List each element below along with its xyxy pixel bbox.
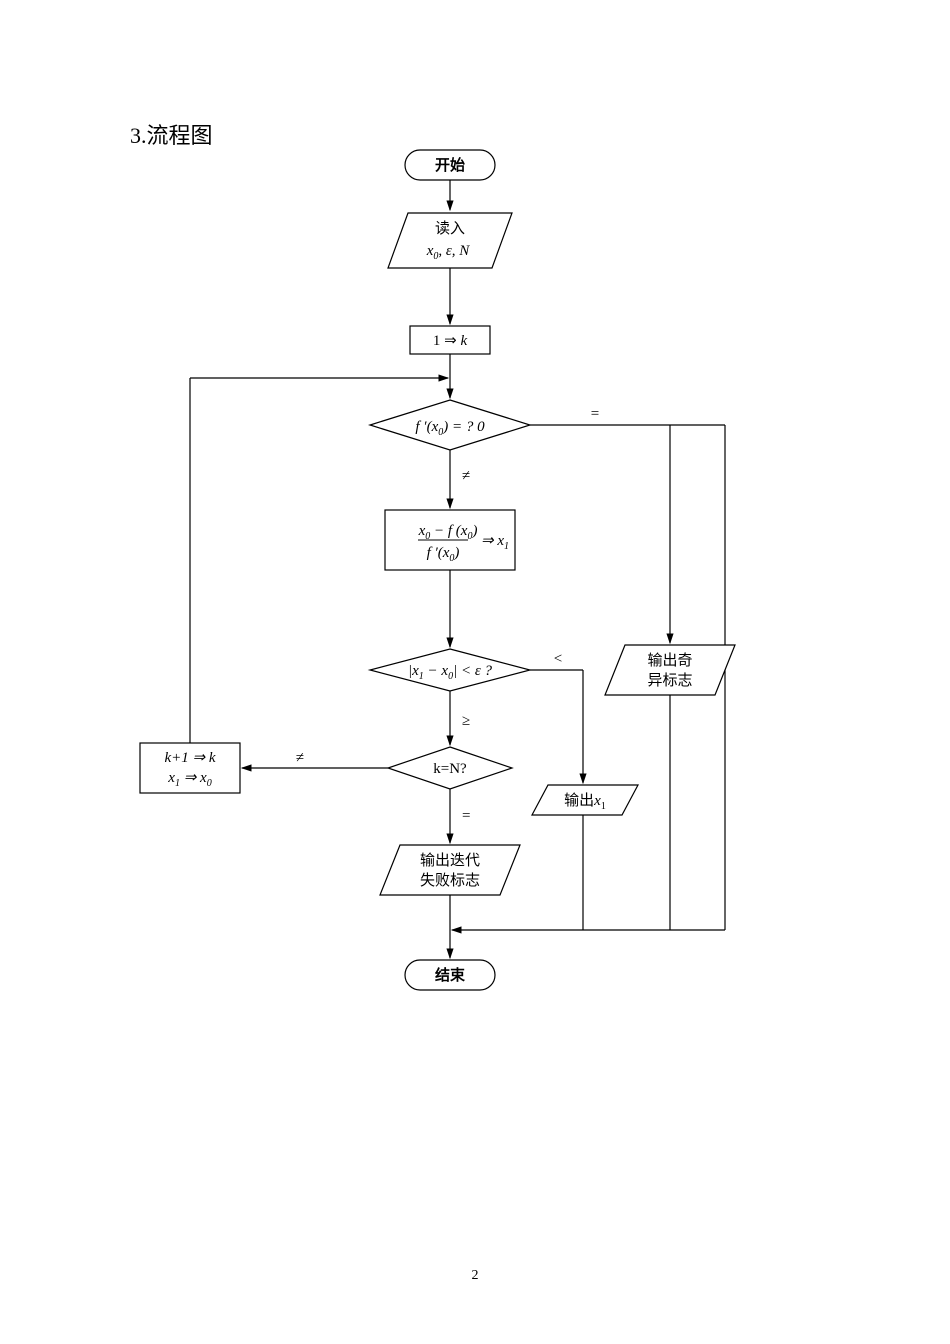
edge-label-k-eq: = <box>462 808 470 824</box>
node-deriv-test: f ′(x0) = ? 0 <box>370 400 530 450</box>
page-number: 2 <box>0 1268 950 1284</box>
node-newton: x0 − f (x0) f ′(x0) ⇒ x1 <box>385 510 515 570</box>
update-label-1: k+1 ⇒ k <box>164 750 215 766</box>
edge-label-ne: ≠ <box>462 468 470 484</box>
node-out-fail: 输出迭代 失败标志 <box>380 845 520 895</box>
init-label: 1 ⇒ k <box>433 333 468 349</box>
node-update: k+1 ⇒ k x1 ⇒ x0 <box>140 743 240 793</box>
out-fail-label-2: 失败标志 <box>420 872 480 889</box>
node-input: 读入 x0, ε, N <box>388 213 512 268</box>
node-conv-test: |x1 − x0| < ε ? <box>370 649 530 691</box>
node-out-x1: 输出x1 <box>532 785 638 815</box>
end-label: 结束 <box>435 966 466 984</box>
edge-label-eq: = <box>591 406 599 422</box>
out-fail-label-1: 输出迭代 <box>420 852 480 869</box>
page: 3.流程图 开始 读入 x0, ε, N 1 ⇒ k <box>0 0 950 1344</box>
flowchart: 开始 读入 x0, ε, N 1 ⇒ k f ′(x0) = ? 0 <box>0 0 950 1344</box>
start-label: 开始 <box>435 156 465 174</box>
edge-label-lt: < <box>554 651 562 667</box>
node-init: 1 ⇒ k <box>410 326 490 354</box>
edge-label-k-ne: ≠ <box>296 750 304 766</box>
singular-label-1: 输出奇 <box>647 652 692 669</box>
input-label-1: 读入 <box>435 220 465 237</box>
node-start: 开始 <box>405 150 495 180</box>
node-singular: 输出奇 异标志 <box>605 645 735 695</box>
node-end: 结束 <box>405 960 495 990</box>
edge-label-ge: ≥ <box>462 713 470 729</box>
singular-label-2: 异标志 <box>647 672 692 689</box>
node-k-test: k=N? <box>388 747 512 789</box>
k-test-label: k=N? <box>433 761 467 777</box>
